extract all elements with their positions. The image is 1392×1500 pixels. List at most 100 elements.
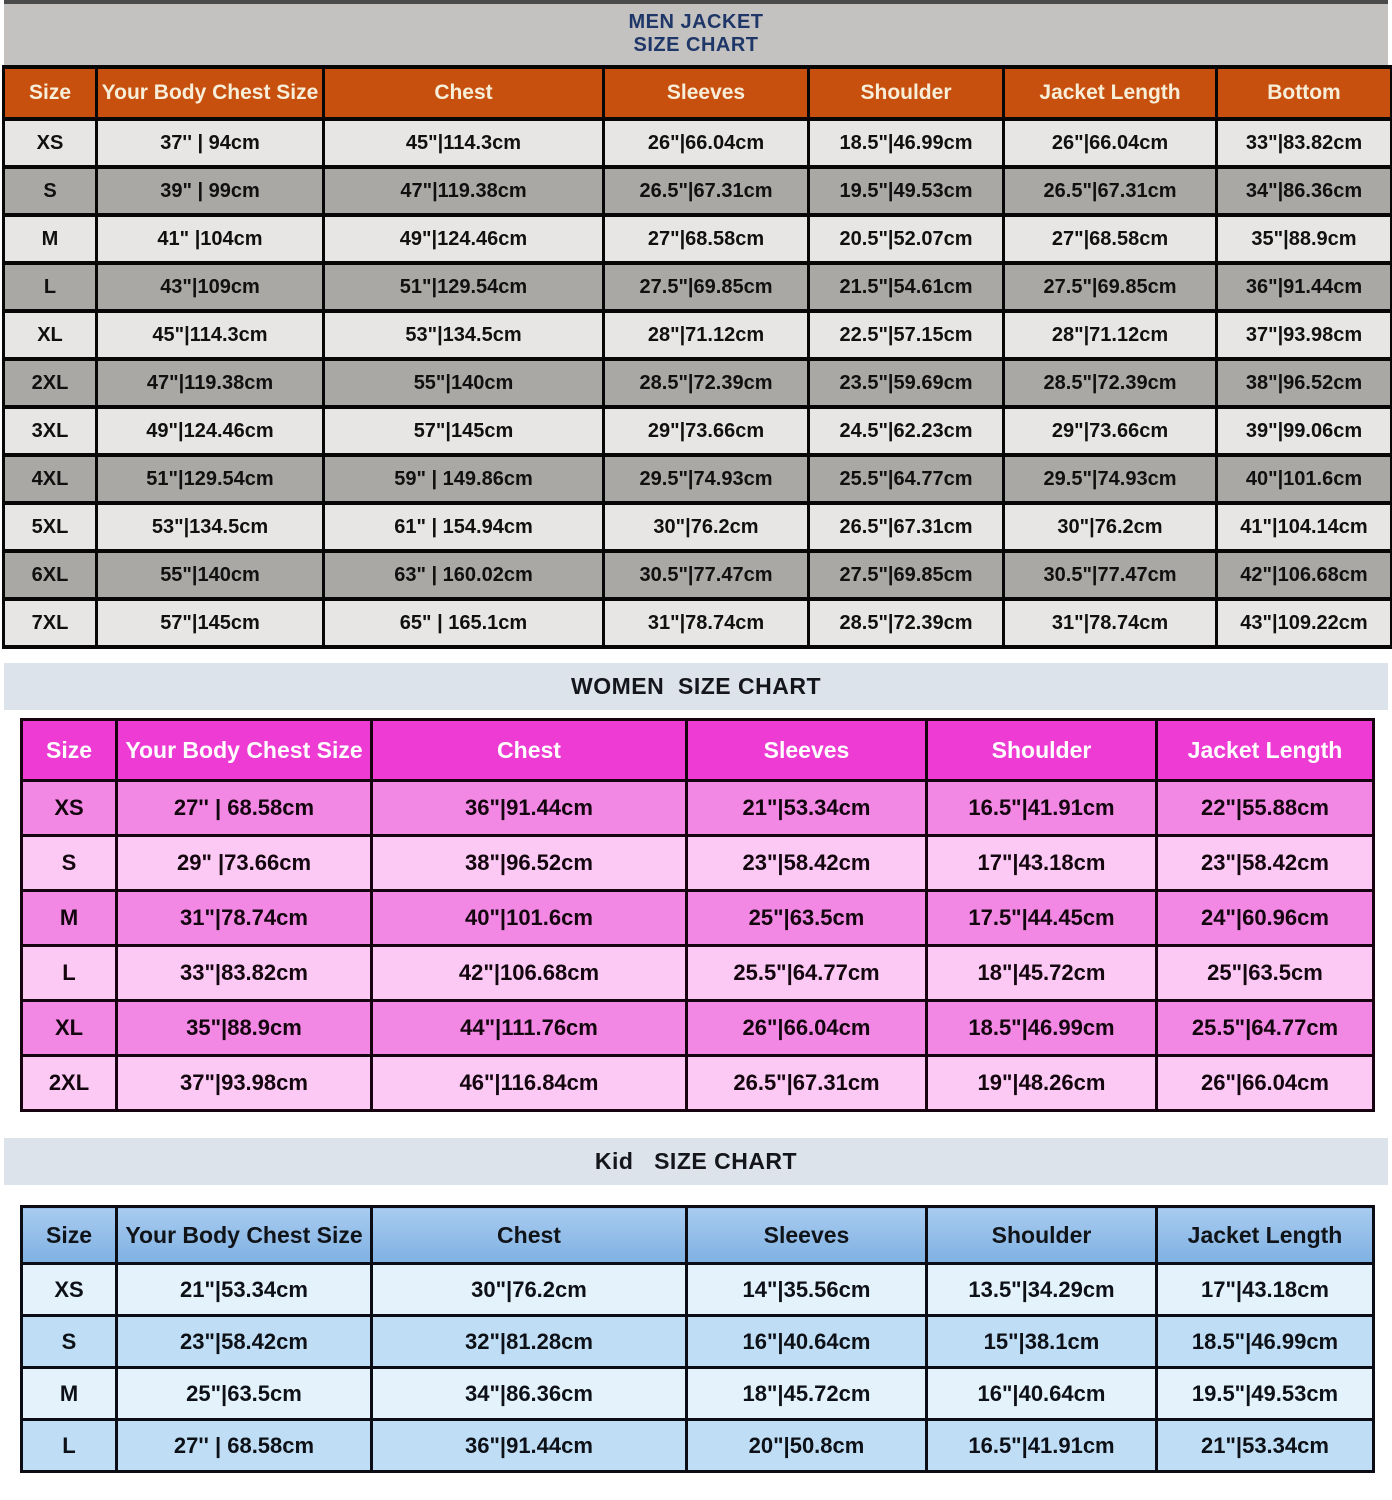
size-label-cell: 6XL bbox=[2, 549, 98, 601]
measurement-cell: 40"|101.6cm bbox=[1215, 453, 1392, 505]
column-header: Your Body Chest Size bbox=[95, 65, 325, 121]
table-row: 7XL 57"|145cm 65" | 165.1cm 31"|78.74cm 28.5… bbox=[2, 597, 1392, 649]
men-chart-title-line1: MEN JACKET bbox=[628, 11, 764, 33]
table-row: 6XL 55"|140cm 63" | 160.02cm 30.5"|77.47cm 2… bbox=[2, 549, 1392, 601]
table-row: M 41" |104cm 49"|124.46cm 27"|68.58cm 20.5"|… bbox=[2, 213, 1392, 265]
column-header: Jacket Length bbox=[1155, 718, 1375, 782]
measurement-cell: 26.5"|67.31cm bbox=[685, 1054, 928, 1112]
measurement-cell: 29.5"|74.93cm bbox=[1002, 453, 1218, 505]
measurement-cell: 17"|43.18cm bbox=[925, 834, 1158, 892]
size-label-cell: M bbox=[20, 1366, 118, 1421]
table-row: 2XL 37"|93.98cm 46"|116.84cm 26.5"|67.31cm 1… bbox=[20, 1054, 1375, 1112]
table-row: XL 35"|88.9cm 44"|111.76cm 26"|66.04cm 18.5"… bbox=[20, 999, 1375, 1057]
measurement-cell: 16.5"|41.91cm bbox=[925, 1418, 1158, 1473]
measurement-cell: 27.5"|69.85cm bbox=[807, 549, 1005, 601]
measurement-cell: 19.5"|49.53cm bbox=[807, 165, 1005, 217]
measurement-cell: 20"|50.8cm bbox=[685, 1418, 928, 1473]
measurement-cell: 14"|35.56cm bbox=[685, 1262, 928, 1317]
measurement-cell: 36"|91.44cm bbox=[370, 779, 688, 837]
size-label-cell: L bbox=[2, 261, 98, 313]
men-size-table: Size Your Body Chest Size Chest Sleeves Shou… bbox=[2, 65, 1392, 649]
table-row: M 25"|63.5cm 34"|86.36cm 18"|45.72cm 16"|40.… bbox=[20, 1366, 1375, 1421]
column-header: Size bbox=[20, 718, 118, 782]
size-label-cell: L bbox=[20, 944, 118, 1002]
measurement-cell: 55"|140cm bbox=[322, 357, 605, 409]
measurement-cell: 57"|145cm bbox=[322, 405, 605, 457]
measurement-cell: 27"|68.58cm bbox=[1002, 213, 1218, 265]
measurement-cell: 18"|45.72cm bbox=[685, 1366, 928, 1421]
measurement-cell: 16"|40.64cm bbox=[685, 1314, 928, 1369]
size-label-cell: 2XL bbox=[20, 1054, 118, 1112]
men-chart-title: MEN JACKET SIZE CHART bbox=[4, 0, 1388, 65]
measurement-cell: 57"|145cm bbox=[95, 597, 325, 649]
column-header: Shoulder bbox=[925, 1205, 1158, 1265]
measurement-cell: 36"|91.44cm bbox=[1215, 261, 1392, 313]
measurement-cell: 16.5"|41.91cm bbox=[925, 779, 1158, 837]
measurement-cell: 28.5"|72.39cm bbox=[602, 357, 810, 409]
measurement-cell: 21"|53.34cm bbox=[1155, 1418, 1375, 1473]
measurement-cell: 36"|91.44cm bbox=[370, 1418, 688, 1473]
size-label-cell: XL bbox=[20, 999, 118, 1057]
measurement-cell: 47"|119.38cm bbox=[95, 357, 325, 409]
kid-table-header-row: Size Your Body Chest Size Chest Sleeves Shou… bbox=[20, 1205, 1375, 1265]
measurement-cell: 37"|93.98cm bbox=[1215, 309, 1392, 361]
measurement-cell: 39" | 99cm bbox=[95, 165, 325, 217]
measurement-cell: 63" | 160.02cm bbox=[322, 549, 605, 601]
measurement-cell: 22.5"|57.15cm bbox=[807, 309, 1005, 361]
women-table-header-row: Size Your Body Chest Size Chest Sleeves Shou… bbox=[20, 718, 1375, 782]
size-label-cell: M bbox=[2, 213, 98, 265]
column-header: Jacket Length bbox=[1002, 65, 1218, 121]
measurement-cell: 31"|78.74cm bbox=[115, 889, 373, 947]
measurement-cell: 20.5"|52.07cm bbox=[807, 213, 1005, 265]
measurement-cell: 26"|66.04cm bbox=[1002, 117, 1218, 169]
measurement-cell: 49"|124.46cm bbox=[95, 405, 325, 457]
measurement-cell: 45"|114.3cm bbox=[322, 117, 605, 169]
measurement-cell: 28"|71.12cm bbox=[1002, 309, 1218, 361]
measurement-cell: 32"|81.28cm bbox=[370, 1314, 688, 1369]
measurement-cell: 51"|129.54cm bbox=[322, 261, 605, 313]
measurement-cell: 29"|73.66cm bbox=[1002, 405, 1218, 457]
measurement-cell: 21.5"|54.61cm bbox=[807, 261, 1005, 313]
measurement-cell: 27.5"|69.85cm bbox=[1002, 261, 1218, 313]
table-row: L 33"|83.82cm 42"|106.68cm 25.5"|64.77cm 18"… bbox=[20, 944, 1375, 1002]
measurement-cell: 27.5"|69.85cm bbox=[602, 261, 810, 313]
measurement-cell: 53"|134.5cm bbox=[95, 501, 325, 553]
measurement-cell: 26"|66.04cm bbox=[1155, 1054, 1375, 1112]
measurement-cell: 21"|53.34cm bbox=[115, 1262, 373, 1317]
table-row: XL 45"|114.3cm 53"|134.5cm 28"|71.12cm 22.5"… bbox=[2, 309, 1392, 361]
measurement-cell: 25.5"|64.77cm bbox=[1155, 999, 1375, 1057]
measurement-cell: 27"|68.58cm bbox=[602, 213, 810, 265]
measurement-cell: 46"|116.84cm bbox=[370, 1054, 688, 1112]
table-row: S 39" | 99cm 47"|119.38cm 26.5"|67.31cm 19.5… bbox=[2, 165, 1392, 217]
size-label-cell: XL bbox=[2, 309, 98, 361]
women-chart-title: WOMEN SIZE CHART bbox=[4, 663, 1388, 710]
measurement-cell: 37'' | 94cm bbox=[95, 117, 325, 169]
measurement-cell: 26.5"|67.31cm bbox=[807, 501, 1005, 553]
measurement-cell: 23.5"|59.69cm bbox=[807, 357, 1005, 409]
measurement-cell: 30.5"|77.47cm bbox=[602, 549, 810, 601]
table-row: XS 21"|53.34cm 30"|76.2cm 14"|35.56cm 13.5"|… bbox=[20, 1262, 1375, 1317]
column-header: Your Body Chest Size bbox=[115, 1205, 373, 1265]
measurement-cell: 30"|76.2cm bbox=[370, 1262, 688, 1317]
measurement-cell: 43"|109cm bbox=[95, 261, 325, 313]
men-chart-title-line2: SIZE CHART bbox=[633, 34, 759, 56]
size-label-cell: S bbox=[20, 1314, 118, 1369]
table-row: L 43"|109cm 51"|129.54cm 27.5"|69.85cm 21.5"… bbox=[2, 261, 1392, 313]
measurement-cell: 40"|101.6cm bbox=[370, 889, 688, 947]
measurement-cell: 21"|53.34cm bbox=[685, 779, 928, 837]
measurement-cell: 35"|88.9cm bbox=[1215, 213, 1392, 265]
column-header: Sleeves bbox=[685, 1205, 928, 1265]
column-header: Chest bbox=[370, 1205, 688, 1265]
column-header: Sleeves bbox=[685, 718, 928, 782]
measurement-cell: 26"|66.04cm bbox=[602, 117, 810, 169]
measurement-cell: 55"|140cm bbox=[95, 549, 325, 601]
table-row: 5XL 53"|134.5cm 61" | 154.94cm 30"|76.2cm 26… bbox=[2, 501, 1392, 553]
measurement-cell: 24.5"|62.23cm bbox=[807, 405, 1005, 457]
measurement-cell: 38"|96.52cm bbox=[370, 834, 688, 892]
men-table-header-row: Size Your Body Chest Size Chest Sleeves Shou… bbox=[2, 65, 1392, 121]
measurement-cell: 61" | 154.94cm bbox=[322, 501, 605, 553]
measurement-cell: 25"|63.5cm bbox=[115, 1366, 373, 1421]
column-header: Your Body Chest Size bbox=[115, 718, 373, 782]
table-row: S 23"|58.42cm 32"|81.28cm 16"|40.64cm 15"|38… bbox=[20, 1314, 1375, 1369]
measurement-cell: 22"|55.88cm bbox=[1155, 779, 1375, 837]
